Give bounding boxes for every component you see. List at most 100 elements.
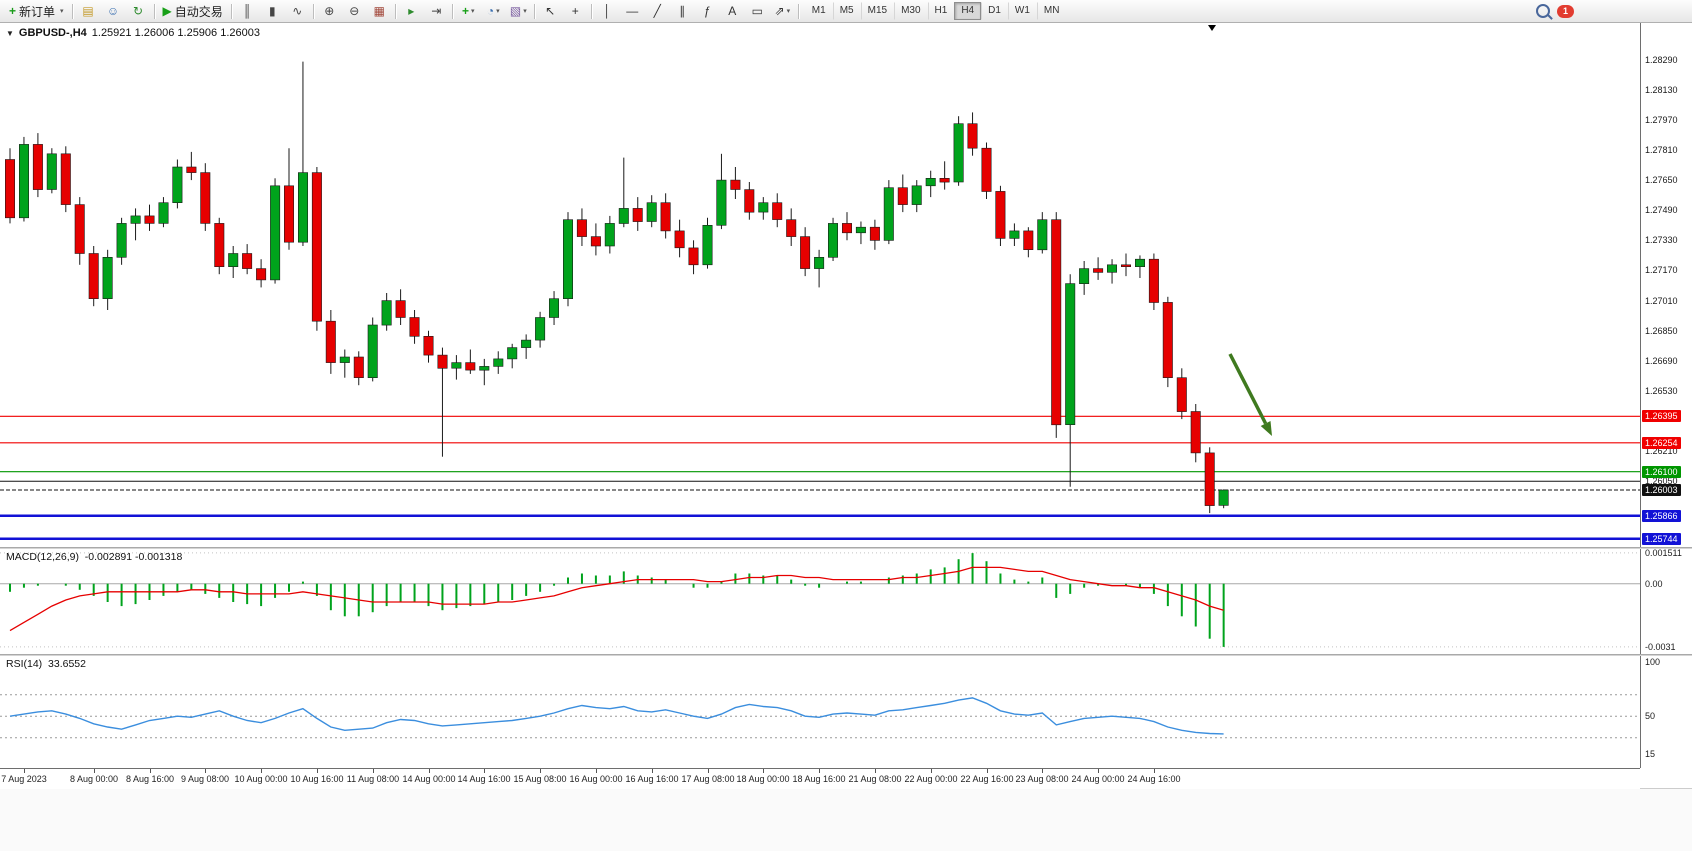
candle [311, 167, 322, 331]
one-click-trading-toggle[interactable]: ▼ [6, 28, 14, 38]
candle [353, 351, 364, 386]
time-label: 22 Aug 16:00 [960, 774, 1014, 784]
candle [1148, 253, 1159, 310]
line-chart-icon[interactable]: ∿ [285, 1, 310, 22]
toolbar-separator [312, 3, 314, 19]
dropdown-caret-icon: ▾ [523, 8, 527, 15]
time-tick [819, 769, 820, 773]
time-label: 18 Aug 16:00 [792, 774, 846, 784]
timeframe-w1-button[interactable]: W1 [1007, 2, 1037, 20]
bar-chart-icon[interactable]: ║ [235, 1, 260, 22]
time-label: 7 Aug 2023 [1, 774, 47, 784]
timeframe-d1-button[interactable]: D1 [981, 2, 1008, 20]
main-chart[interactable] [0, 24, 1640, 547]
time-tick [24, 769, 25, 773]
timeframe-m30-button[interactable]: M30 [894, 2, 927, 20]
time-tick [987, 769, 988, 773]
time-label: 15 Aug 08:00 [513, 774, 567, 784]
candle [674, 219, 685, 258]
arrows-icon[interactable]: ⇗ ▾ [770, 1, 795, 22]
bottom-empty-area [0, 788, 1692, 851]
text-icon[interactable]: A [720, 1, 745, 22]
rsi-chart[interactable] [0, 658, 1640, 768]
templates-icon-glyph: ▧ [509, 3, 522, 18]
price-tick: 1.26210 [1645, 446, 1678, 456]
channel-icon-glyph: ∥ [679, 3, 686, 18]
zoom-out-icon[interactable]: ⊖ [342, 1, 367, 22]
candle [200, 163, 211, 231]
auto-scroll-icon[interactable]: ▸ [399, 1, 424, 22]
candle [911, 180, 922, 213]
fibonacci-icon[interactable]: ƒ [695, 1, 720, 22]
candle [395, 289, 406, 325]
channel-icon[interactable]: ∥ [670, 1, 695, 22]
chart-shift-icon[interactable]: ⇥ [424, 1, 449, 22]
macd-panel-divider[interactable] [0, 547, 1692, 549]
indicators-icon-glyph: + [462, 3, 470, 18]
search-icon[interactable] [1536, 4, 1550, 18]
macd-chart[interactable] [0, 549, 1640, 653]
tile-windows-icon-glyph: ▦ [373, 3, 385, 18]
vertical-line-icon[interactable]: │ [595, 1, 620, 22]
time-axis[interactable]: 7 Aug 2023 8 Aug 00:00 8 Aug 16:00 9 Aug 08… [0, 768, 1640, 789]
toolbar-items: + 新订单 ▾ ▤ ☺ ↻ ▶ 自动交易 ║ ▮ ∿ ⊕ ⊖ ▦ ▸ ⇥ + ▾ ◔ ▾ ▧ ▾ ↖ + │ — ╱ ∥ ƒ A ▭ ⇗ ▾ M1… [4, 0, 1066, 22]
toolbar-separator [590, 3, 592, 19]
timeframe-m5-button[interactable]: M5 [832, 2, 861, 20]
new-order-button[interactable]: + 新订单 ▾ [4, 1, 69, 22]
arrow-annotation[interactable] [1228, 353, 1272, 436]
crosshair-icon[interactable]: + [563, 1, 588, 22]
candle [772, 193, 783, 228]
candle [144, 204, 155, 231]
toolbar-separator [71, 3, 73, 19]
rsi-axis-label: 100 [1645, 657, 1661, 667]
trendline-icon[interactable]: ╱ [645, 1, 670, 22]
price-tick: 1.27010 [1645, 296, 1678, 306]
timeframe-m15-button[interactable]: M15 [860, 2, 894, 20]
timeframe-h1-button[interactable]: H1 [927, 2, 955, 20]
time-label: 9 Aug 08:00 [180, 774, 230, 784]
user-icon[interactable]: ☺ [101, 1, 126, 22]
templates-icon[interactable]: ▧ ▾ [506, 1, 531, 22]
candle [814, 249, 825, 288]
rsi-panel-divider[interactable] [0, 654, 1692, 656]
candle [1135, 255, 1146, 278]
time-label: 8 Aug 00:00 [69, 774, 119, 784]
label-icon[interactable]: ▭ [745, 1, 770, 22]
tile-windows-icon[interactable]: ▦ [367, 1, 392, 22]
refresh-icon[interactable]: ↻ [126, 1, 151, 22]
text-icon-glyph: A [728, 3, 737, 18]
market-watch-icon[interactable]: ▤ [76, 1, 101, 22]
new-order-label: 新订单 [19, 4, 56, 19]
auto-trading-button[interactable]: ▶ 自动交易 [158, 1, 228, 22]
price-axis[interactable]: 1.28290 1.28130 1.27970 1.27810 1.27650 1.274… [1640, 23, 1692, 768]
line-chart-icon-glyph: ∿ [292, 3, 303, 18]
indicators-icon[interactable]: + ▾ [456, 1, 481, 22]
dropdown-caret-icon: ▾ [786, 8, 791, 15]
periods-icon[interactable]: ◔ ▾ [481, 1, 506, 22]
candle [967, 112, 978, 156]
notification-badge[interactable]: 1 [1557, 4, 1574, 18]
candlestick-chart-icon-glyph: ▮ [268, 3, 276, 18]
candle [953, 116, 964, 186]
horizontal-line-icon[interactable]: — [620, 1, 645, 22]
time-tick [150, 769, 151, 773]
cursor-icon[interactable]: ↖ [538, 1, 563, 22]
timeframe-m1-button[interactable]: M1 [811, 5, 826, 16]
candle [758, 197, 769, 220]
cursor-icon-glyph: ↖ [545, 3, 556, 18]
price-tick: 1.26850 [1645, 326, 1678, 336]
candle [214, 217, 225, 275]
time-label: 10 Aug 00:00 [234, 774, 288, 784]
timeframe-h4-button[interactable]: H4 [954, 2, 982, 20]
candle [660, 193, 671, 239]
timeframe-mn-button[interactable]: MN [1036, 2, 1067, 20]
auto-scroll-icon-glyph: ▸ [408, 3, 415, 18]
price-tick: 1.28290 [1645, 55, 1678, 65]
candlestick-chart-icon[interactable]: ▮ [260, 1, 285, 22]
time-label: 21 Aug 08:00 [848, 774, 902, 784]
candle [1051, 212, 1062, 438]
candle [437, 347, 448, 457]
candle [32, 133, 43, 198]
candle [730, 167, 741, 199]
zoom-in-icon[interactable]: ⊕ [317, 1, 342, 22]
